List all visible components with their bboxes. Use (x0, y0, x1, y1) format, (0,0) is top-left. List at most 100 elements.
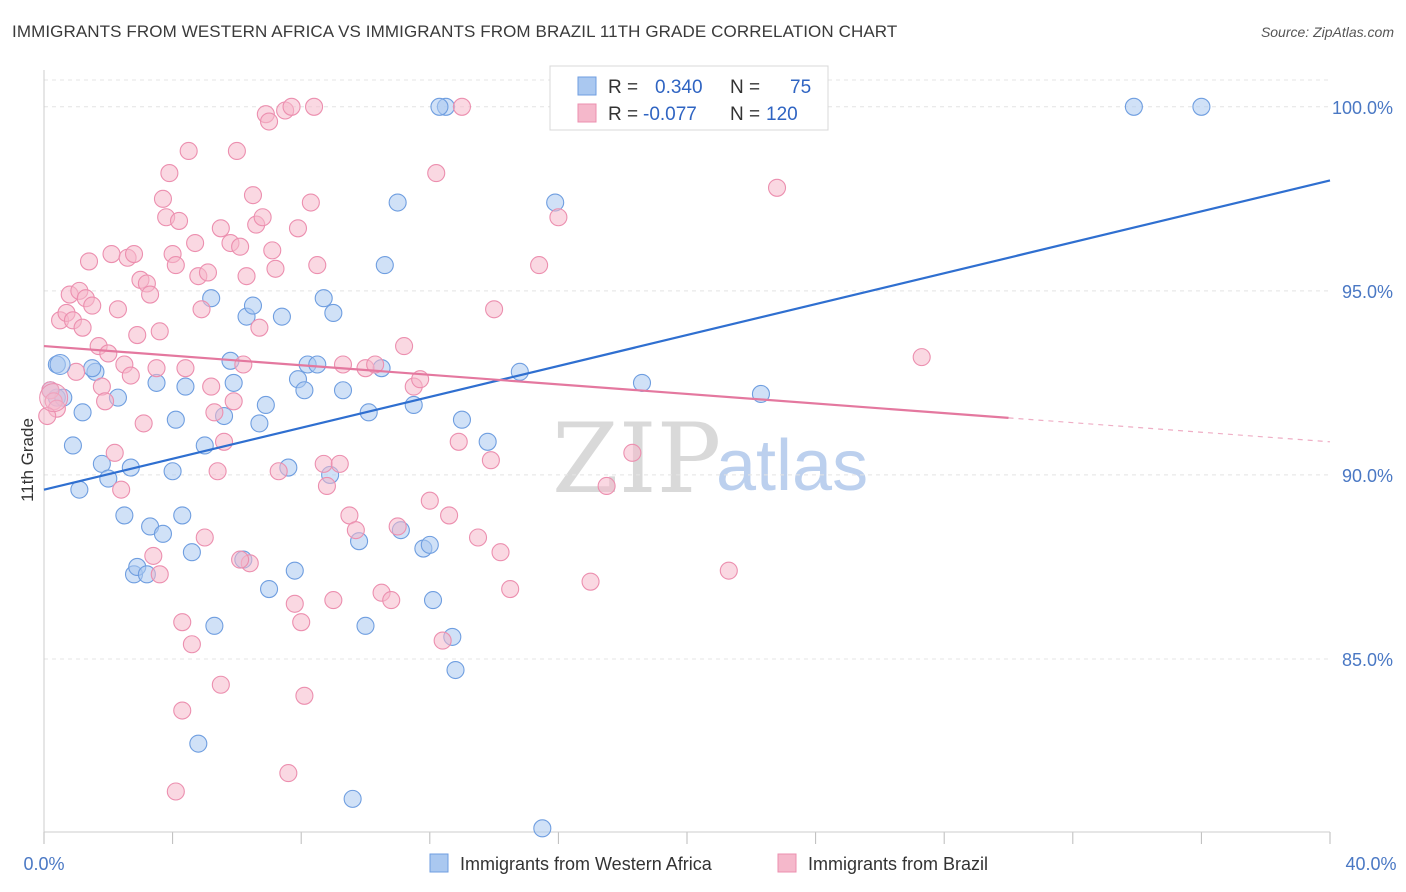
point-brazil (237, 267, 256, 286)
point-brazil (549, 208, 568, 227)
point-brazil (308, 256, 327, 275)
point-brazil (481, 451, 500, 470)
point-brazil (243, 186, 263, 205)
point-western-africa (343, 789, 362, 808)
point-brazil (176, 359, 195, 378)
legend-r-value-2: -0.077 (643, 104, 697, 125)
point-brazil (388, 517, 407, 536)
point-brazil (208, 462, 227, 481)
point-brazil (623, 443, 642, 462)
point-brazil (301, 193, 320, 212)
legend-n-label-2: N = (730, 104, 760, 125)
point-western-africa (256, 395, 275, 415)
point-brazil (719, 561, 738, 580)
y-tick-label: 95.0% (1342, 282, 1393, 302)
legend-n-value-1: 75 (790, 77, 811, 98)
point-brazil (295, 686, 314, 705)
point-brazil (99, 344, 118, 363)
point-western-africa (83, 359, 102, 378)
point-brazil (314, 454, 333, 473)
point-brazil (912, 348, 931, 367)
x-tick-label: 40.0% (1345, 854, 1396, 874)
point-brazil (160, 164, 179, 183)
point-brazil (96, 392, 115, 411)
point-brazil (227, 141, 246, 161)
trend-line-brazil-extension (1008, 417, 1331, 443)
point-western-africa (333, 381, 353, 400)
point-brazil (192, 300, 211, 319)
chart-source: Source: ZipAtlas.com (1260, 24, 1394, 40)
point-brazil (182, 635, 201, 654)
point-western-africa (446, 660, 465, 680)
point-western-africa (314, 289, 333, 308)
legend-r-label-1: R = (608, 77, 638, 98)
point-western-africa (163, 462, 182, 481)
point-western-africa (189, 734, 208, 753)
point-brazil (231, 550, 250, 569)
bottom-legend-swatch-western-africa (429, 853, 449, 873)
point-western-africa (632, 373, 652, 392)
point-brazil (250, 318, 269, 337)
point-western-africa (285, 561, 304, 580)
bottom-legend-label-western-africa: Immigrants from Western Africa (460, 854, 713, 874)
legend-n-value-2: 120 (766, 104, 798, 125)
trend-line-brazil (43, 344, 1009, 419)
point-brazil (211, 219, 230, 238)
y-tick-label: 85.0% (1342, 650, 1393, 670)
point-brazil (346, 521, 365, 540)
point-brazil (147, 359, 166, 378)
point-brazil (141, 285, 160, 304)
point-western-africa (430, 97, 449, 116)
point-brazil (581, 572, 600, 591)
point-brazil (92, 377, 111, 396)
point-brazil (108, 300, 127, 319)
chart-title: IMMIGRANTS FROM WESTERN AFRICA VS IMMIGR… (12, 22, 898, 41)
point-brazil (198, 263, 218, 282)
point-western-africa (388, 193, 407, 212)
point-brazil (102, 245, 121, 264)
point-brazil (485, 300, 504, 319)
point-brazil (169, 211, 189, 230)
point-brazil (112, 480, 131, 499)
legend-r-value-1: 0.340 (655, 77, 703, 98)
point-brazil (468, 528, 488, 547)
point-brazil (420, 491, 439, 510)
point-brazil (285, 594, 304, 613)
point-western-africa (1192, 97, 1211, 116)
point-western-africa (478, 432, 497, 451)
legend-n-label-1: N = (730, 77, 760, 98)
point-brazil (153, 189, 173, 208)
y-tick-label: 90.0% (1342, 466, 1393, 486)
point-brazil (128, 325, 147, 345)
point-western-africa (272, 307, 291, 326)
point-brazil (317, 476, 336, 496)
point-western-africa (205, 616, 224, 635)
point-brazil (597, 476, 616, 496)
point-western-africa (243, 296, 263, 315)
point-brazil (292, 613, 311, 632)
point-western-africa (153, 524, 173, 543)
point-brazil (366, 355, 385, 374)
point-brazil (427, 164, 446, 183)
point-brazil (491, 543, 510, 562)
trend-line-western-africa (43, 179, 1331, 491)
tick-labels: 85.0% 90.0% 95.0% 100.0% 0.0% 40.0% (23, 98, 1396, 874)
point-western-africa (166, 410, 185, 429)
axes (43, 70, 1330, 833)
point-brazil (202, 377, 221, 396)
point-brazil (105, 443, 124, 462)
trend-lines (43, 179, 1331, 491)
point-western-africa (533, 819, 552, 838)
point-western-africa (173, 506, 192, 525)
point-western-africa (49, 353, 71, 375)
point-brazil (173, 701, 192, 720)
point-brazil (166, 782, 185, 801)
point-brazil (282, 97, 301, 116)
point-western-africa (356, 616, 375, 635)
point-brazil (231, 237, 250, 256)
point-western-africa (63, 436, 82, 455)
point-brazil (452, 97, 472, 116)
point-brazil (83, 296, 102, 315)
point-brazil (382, 591, 401, 610)
